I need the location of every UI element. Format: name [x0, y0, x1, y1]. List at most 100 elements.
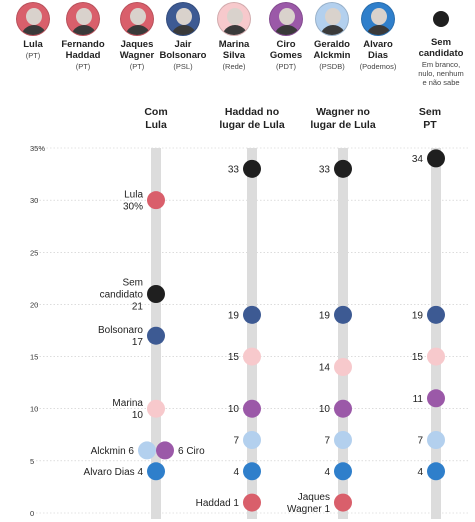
- column-header-1: Haddad no lugar de Lula: [219, 106, 285, 131]
- data-point-sem: [147, 285, 165, 303]
- data-point-alckmin: [334, 431, 352, 449]
- candidate-party: (PT): [25, 51, 41, 60]
- sem-candidato-dot-icon: [433, 11, 449, 27]
- data-label: Alvaro Dias 4: [84, 467, 144, 478]
- candidate-6: Geraldo Alckmin (PSDB): [304, 0, 360, 71]
- data-label: Sem candidato 21: [100, 278, 144, 313]
- y-tick-label: 0: [30, 509, 34, 518]
- candidate-5: Ciro Gomes (PDT): [258, 0, 314, 71]
- data-label: 14: [319, 363, 331, 374]
- candidate-legend: Lula (PT) Fernando Haddad (PT) Jaques Wagner…: [0, 0, 475, 100]
- data-label: Bolsonaro 17: [98, 325, 143, 348]
- candidate-name: Lula: [23, 39, 43, 50]
- candidate-8: Sem candidato Em branco, nulo, nenhum e n…: [413, 0, 469, 87]
- data-point-sem: [427, 149, 445, 168]
- data-label: Jaques Wagner 1: [287, 492, 330, 515]
- column-header-0: Com Lula: [144, 106, 168, 131]
- data-point-bolsonaro: [334, 305, 352, 324]
- candidate-party: (PT): [129, 62, 145, 71]
- candidate-portrait-icon: [66, 2, 100, 36]
- data-point-ciro: [334, 399, 352, 418]
- data-label: Marina 10: [112, 398, 143, 421]
- data-label: Lula 30%: [123, 190, 143, 213]
- candidate-portrait-icon: [217, 2, 251, 36]
- data-point-alvaro: [243, 462, 261, 481]
- data-label: 10: [319, 404, 331, 415]
- candidate-7: Alvaro Dias (Podemos): [350, 0, 406, 71]
- data-label: 11: [413, 394, 424, 405]
- data-label: 4: [324, 467, 330, 478]
- y-tick-label: 35%: [30, 144, 45, 153]
- candidate-2: Jaques Wagner (PT): [109, 0, 165, 71]
- data-point-bolsonaro: [427, 305, 445, 324]
- data-point-alckmin: [138, 441, 156, 460]
- candidate-party: (PT): [75, 62, 91, 71]
- y-tick-label: 30: [30, 196, 38, 205]
- candidate-1: Fernando Haddad (PT): [55, 0, 111, 71]
- data-label: 4: [417, 467, 423, 478]
- data-label: 4: [233, 467, 239, 478]
- data-point-pt: [334, 493, 352, 512]
- data-label: 19: [319, 310, 331, 321]
- data-point-alvaro: [427, 462, 445, 481]
- data-point-ciro: [427, 389, 445, 408]
- candidate-name: Jair Bolsonaro: [159, 39, 207, 61]
- data-label: 33: [228, 164, 240, 175]
- column-header-3: Sem PT: [418, 106, 442, 131]
- candidate-party: (Rede): [222, 62, 246, 71]
- data-label: 19: [412, 310, 424, 321]
- candidate-party: (PSDB): [319, 62, 345, 71]
- data-point-sem: [334, 159, 352, 178]
- candidate-portrait-icon: [361, 2, 395, 36]
- data-point-marina: [427, 347, 445, 366]
- column-track-3: [431, 148, 441, 519]
- data-label: Haddad 1: [196, 498, 240, 509]
- column-track-2: [338, 148, 348, 519]
- candidate-name: Marina Silva: [218, 39, 250, 61]
- data-point-sem: [243, 159, 261, 178]
- y-tick-label: 20: [30, 300, 38, 309]
- data-label: 19: [228, 310, 240, 321]
- data-point-marina: [147, 399, 165, 418]
- y-tick-label: 5: [30, 457, 34, 466]
- data-label: 33: [319, 164, 331, 175]
- candidate-name: Fernando Haddad: [61, 39, 105, 61]
- data-point-ciro: [156, 441, 174, 460]
- data-label: 6 Ciro: [178, 446, 205, 457]
- y-tick-label: 10: [30, 405, 38, 414]
- candidate-party: (Podemos): [359, 62, 397, 71]
- candidate-0: Lula (PT): [5, 0, 61, 60]
- data-label: 15: [412, 352, 424, 363]
- candidate-name: Sem candidato: [418, 37, 464, 59]
- data-label: 7: [417, 436, 423, 447]
- data-point-pt: [243, 493, 261, 512]
- candidate-portrait-icon: [315, 2, 349, 36]
- candidate-portrait-icon: [269, 2, 303, 36]
- data-label: 7: [324, 436, 330, 447]
- candidate-portrait-icon: [120, 2, 154, 36]
- data-label: 34: [412, 154, 424, 165]
- data-point-bolsonaro: [147, 326, 165, 345]
- column-track-1: [247, 148, 257, 519]
- candidate-name: Geraldo Alckmin: [313, 39, 351, 61]
- candidate-3: Jair Bolsonaro (PSL): [155, 0, 211, 71]
- data-point-alckmin: [243, 431, 261, 449]
- data-point-ciro: [243, 399, 261, 418]
- data-label: Alckmin 6: [91, 446, 135, 457]
- data-point-alvaro: [147, 462, 165, 481]
- candidate-party: (PSL): [173, 62, 193, 71]
- candidate-portrait-icon: [16, 2, 50, 36]
- data-point-pt: [147, 191, 165, 210]
- data-label: 10: [228, 404, 240, 415]
- data-point-marina: [243, 347, 261, 366]
- candidate-portrait-icon: [166, 2, 200, 36]
- candidate-4: Marina Silva (Rede): [206, 0, 262, 71]
- candidate-name: Alvaro Dias: [363, 39, 393, 61]
- data-label: 7: [233, 436, 239, 447]
- y-tick-label: 25: [30, 248, 38, 257]
- candidate-name: Ciro Gomes: [269, 39, 303, 61]
- data-point-alckmin: [427, 431, 445, 449]
- data-point-bolsonaro: [243, 305, 261, 324]
- candidate-party: (PDT): [276, 62, 296, 71]
